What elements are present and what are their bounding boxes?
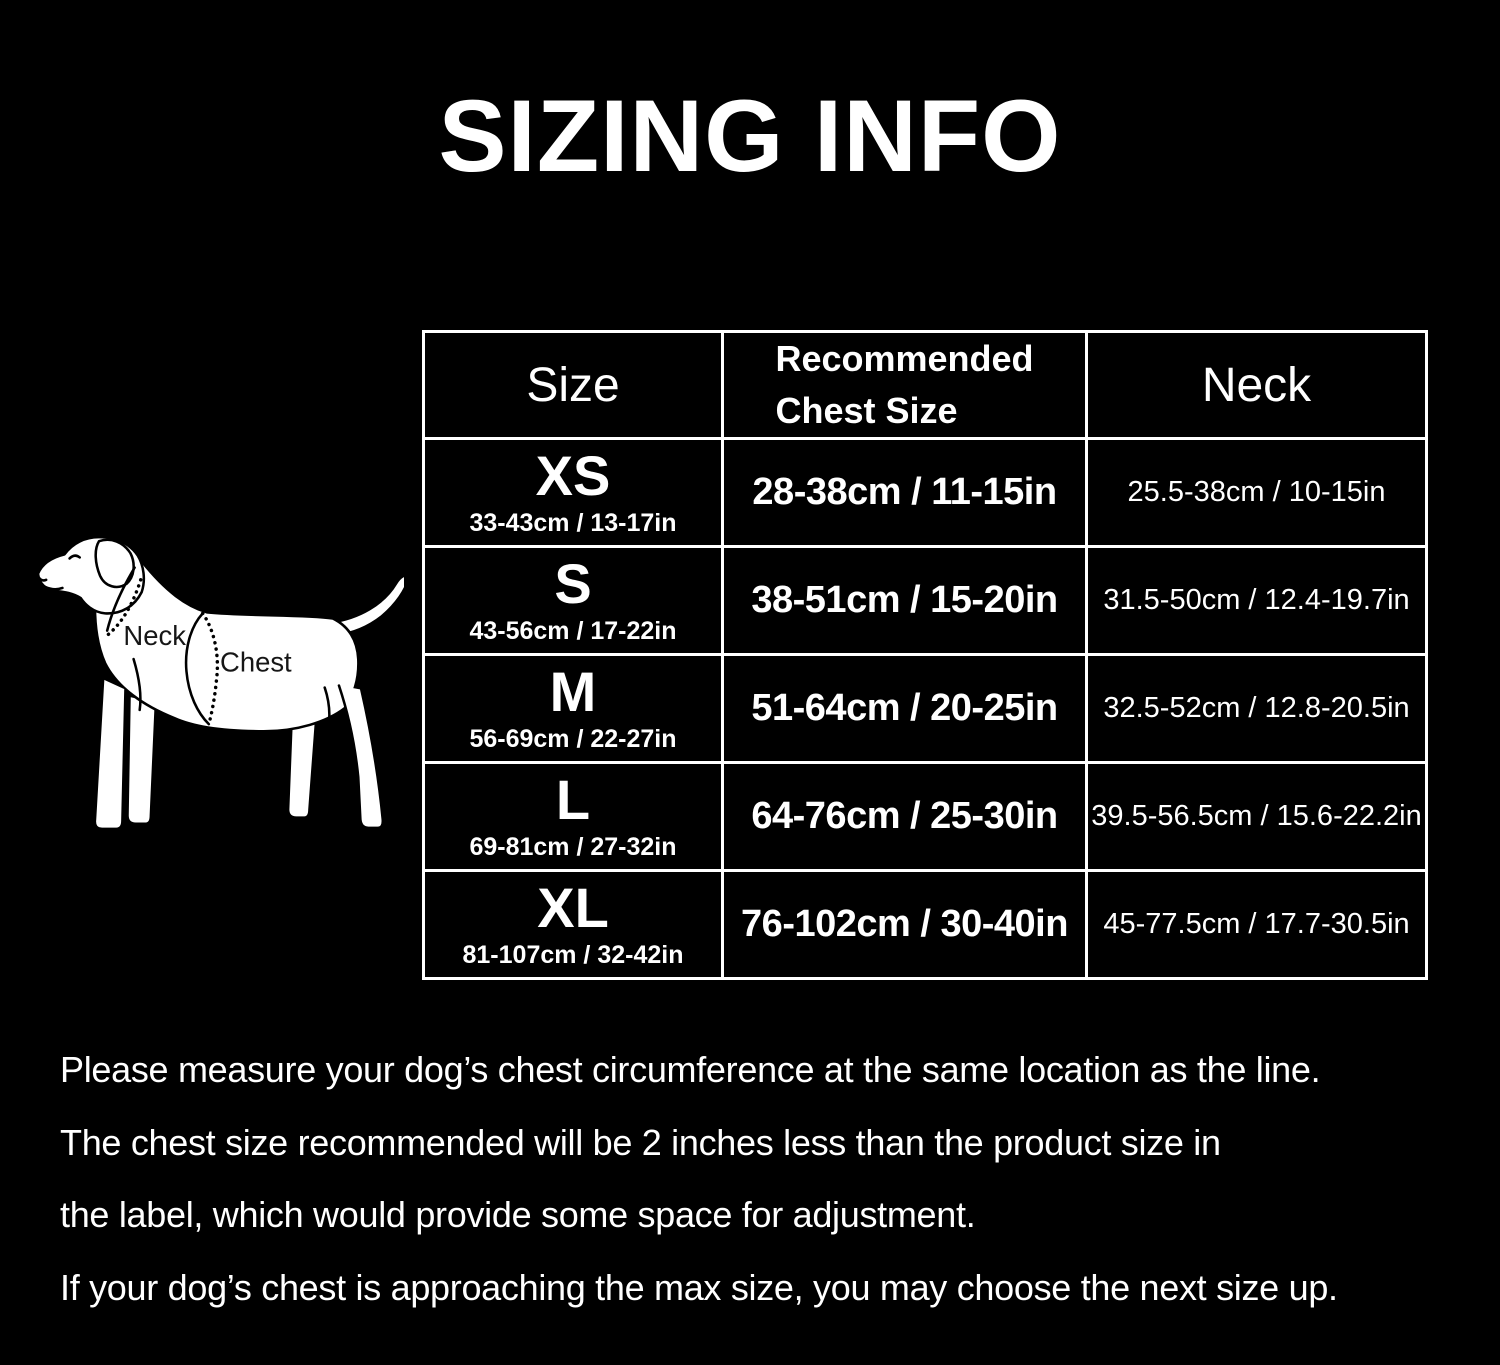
neck-value: 25.5-38cm / 10-15in [1085,437,1428,549]
chest-header-text: Recommended Chest Size [775,335,1034,436]
size-cell: XL 81-107cm / 32-42in [422,869,724,981]
table-row-s: S 43-56cm / 17-22in 38-51cm / 15-20in 31… [422,545,1428,657]
table-header-row: Size Recommended Chest Size Neck [422,329,1428,441]
size-cell: L 69-81cm / 27-32in [422,761,724,873]
neck-value: 45-77.5cm / 17.7-30.5in [1085,869,1428,981]
column-header-size: Size [422,329,724,441]
size-label: XL [537,875,609,939]
size-table: Size Recommended Chest Size Neck XS 33-4… [422,329,1428,981]
chest-measure-label: Chest [220,646,292,677]
size-label: M [549,659,597,723]
dog-nostril [37,576,48,582]
size-cell: M 56-69cm / 22-27in [422,653,724,765]
chest-measure-dotted-arc [200,611,220,726]
dog-near-front-leg [93,678,127,831]
size-range: 81-107cm / 32-42in [462,940,684,969]
dog-measurement-diagram: Neck Chest [36,535,411,833]
chest-value: 38-51cm / 15-20in [721,545,1088,657]
neck-measure-label: Neck [123,620,186,651]
table-row-xs: XS 33-43cm / 13-17in 28-38cm / 11-15in 2… [422,437,1428,549]
size-label: L [555,767,591,831]
chest-value: 76-102cm / 30-40in [721,869,1088,981]
size-range: 69-81cm / 27-32in [469,832,677,861]
table-row-xl: XL 81-107cm / 32-42in 76-102cm / 30-40in… [422,869,1428,981]
dog-neck-crease-line [105,566,136,632]
note-line-3: the label, which would provide some spac… [60,1194,976,1235]
dog-far-rear-leg [286,704,318,819]
dog-far-front-leg [126,694,158,826]
neck-measure-dotted-line [102,578,143,640]
chest-value: 28-38cm / 11-15in [721,437,1088,549]
size-range: 33-43cm / 13-17in [469,508,677,537]
dog-near-rear-leg [337,684,385,830]
column-header-neck: Neck [1085,329,1428,441]
page-title: SIZING INFO [438,79,1062,193]
chest-measure-solid-arc [184,612,211,726]
column-header-chest: Recommended Chest Size [721,329,1088,441]
size-label: XS [535,443,611,507]
neck-value: 31.5-50cm / 12.4-19.7in [1085,545,1428,657]
size-cell: XS 33-43cm / 13-17in [422,437,724,549]
chest-value: 64-76cm / 25-30in [721,761,1088,873]
note-line-1: Please measure your dog’s chest circumfe… [60,1049,1321,1090]
size-range: 43-56cm / 17-22in [469,616,677,645]
note-line-2: The chest size recommended will be 2 inc… [60,1121,1221,1163]
neck-value: 39.5-56.5cm / 15.6-22.2in [1085,761,1428,873]
note-line-4: If your dog’s chest is approaching the m… [60,1266,1338,1308]
chest-value: 51-64cm / 20-25in [721,653,1088,765]
table-row-l: L 69-81cm / 27-32in 64-76cm / 25-30in 39… [422,761,1428,873]
size-label: S [554,551,592,615]
neck-value: 32.5-52cm / 12.8-20.5in [1085,653,1428,765]
size-cell: S 43-56cm / 17-22in [422,545,724,657]
dog-mouth-line [43,585,64,591]
chest-header-line2: Chest Size [775,390,958,432]
dog-shoulder-line [132,657,142,712]
dog-thigh-line [323,686,331,742]
dog-silhouette-icon: Neck Chest [36,535,411,831]
dog-eye-icon [68,554,81,560]
measurement-notes: Please measure your dog’s chest circumfe… [60,1034,1480,1324]
chest-header-line1: Recommended [775,338,1034,379]
table-row-m: M 56-69cm / 22-27in 51-64cm / 20-25in 32… [422,653,1428,765]
dog-torso [93,560,360,733]
size-range: 56-69cm / 22-27in [469,724,677,753]
